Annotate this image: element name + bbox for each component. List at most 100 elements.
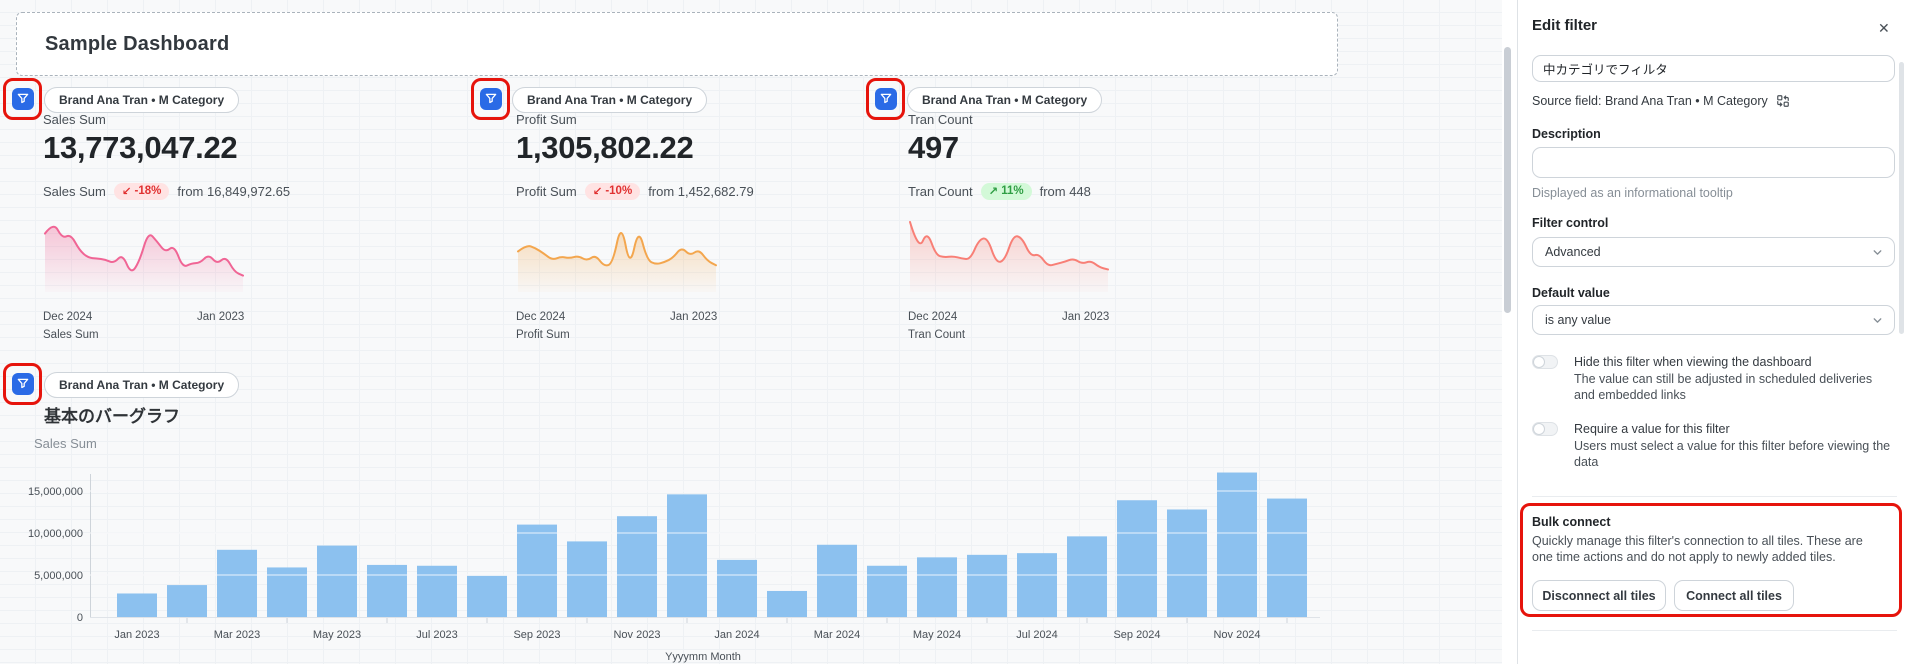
filter-chip[interactable]: Brand Ana Tran • M Category bbox=[512, 87, 708, 113]
filter-control-select[interactable]: Advanced bbox=[1532, 237, 1895, 267]
profit-sparkline-chart bbox=[517, 232, 717, 292]
dashboard-header-tile: Sample Dashboard bbox=[16, 12, 1338, 76]
description-helper: Displayed as an informational tooltip bbox=[1532, 186, 1733, 200]
filter-chip[interactable]: Brand Ana Tran • M Category bbox=[44, 87, 240, 113]
filter-toggle-button[interactable] bbox=[480, 88, 502, 110]
filter-toggle-button[interactable] bbox=[12, 88, 34, 110]
default-value-select[interactable]: is any value bbox=[1532, 305, 1895, 335]
toggle-label: Hide this filter when viewing the dashbo… bbox=[1574, 355, 1812, 369]
annotation-red-box bbox=[866, 78, 905, 120]
kpi-tran-comparison: Tran Count ↗ 11% from 448 bbox=[908, 182, 1091, 200]
trend-down-arrow-icon: ↙ bbox=[592, 186, 603, 198]
kpi-sales-comparison: Sales Sum ↙ -18% from 16,849,972.65 bbox=[43, 182, 290, 200]
dashboard-vertical-scrollbar[interactable] bbox=[1504, 47, 1511, 313]
comparison-label: Profit Sum bbox=[516, 183, 577, 199]
connect-all-tiles-button[interactable]: Connect all tiles bbox=[1674, 580, 1794, 611]
comparison-from: from 1,452,682.79 bbox=[648, 183, 754, 199]
annotation-red-box bbox=[3, 78, 42, 120]
spark-series-label: Tran Count bbox=[908, 329, 966, 341]
divider bbox=[1532, 630, 1897, 631]
kpi-tran-label: Tran Count bbox=[908, 112, 973, 127]
svg-text:10,000,000: 10,000,000 bbox=[28, 528, 83, 540]
panel-vertical-scrollbar[interactable] bbox=[1899, 62, 1904, 334]
filter-name-input[interactable] bbox=[1532, 55, 1895, 82]
filter-control-value: Advanced bbox=[1545, 245, 1601, 259]
svg-text:5,000,000: 5,000,000 bbox=[34, 570, 83, 582]
trend-percent: 11% bbox=[1001, 185, 1024, 197]
filter-chip-label: Brand Ana Tran • M Category bbox=[59, 93, 225, 107]
description-label: Description bbox=[1532, 127, 1601, 141]
comparison-label: Tran Count bbox=[908, 183, 973, 199]
comparison-label: Sales Sum bbox=[43, 183, 106, 199]
funnel-icon bbox=[485, 93, 497, 104]
spark-date-end: Jan 2023 bbox=[197, 311, 245, 323]
svg-text:Jan 2024: Jan 2024 bbox=[714, 629, 759, 641]
svg-text:Jul 2024: Jul 2024 bbox=[1016, 629, 1058, 641]
swap-field-icon[interactable] bbox=[1776, 94, 1790, 108]
bar-chart: 0 5,000,000 10,000,000 15,000,000 Jan 2023 Ma… bbox=[28, 472, 1320, 663]
toggle-knob bbox=[1533, 356, 1545, 368]
trend-percent: -10% bbox=[605, 185, 633, 197]
close-icon[interactable]: ✕ bbox=[1878, 20, 1890, 36]
svg-text:Mar 2024: Mar 2024 bbox=[814, 629, 860, 641]
svg-text:Nov 2024: Nov 2024 bbox=[1213, 629, 1260, 641]
bulk-connect-description: Quickly manage this filter's connection … bbox=[1532, 534, 1863, 564]
filter-chip[interactable]: Brand Ana Tran • M Category bbox=[907, 87, 1103, 113]
filter-chip[interactable]: Brand Ana Tran • M Category bbox=[44, 372, 240, 398]
spark-date-start: Dec 2024 bbox=[516, 311, 566, 323]
svg-text:Sep 2023: Sep 2023 bbox=[513, 629, 560, 641]
svg-text:May 2023: May 2023 bbox=[313, 629, 361, 641]
source-field-text: Source field: Brand Ana Tran • M Categor… bbox=[1532, 94, 1768, 108]
spark-date-start: Dec 2024 bbox=[43, 311, 93, 323]
spark-date-start: Dec 2024 bbox=[908, 311, 958, 323]
comparison-from: from 16,849,972.65 bbox=[177, 183, 291, 199]
comparison-from: from 448 bbox=[1039, 183, 1091, 199]
toggle-description: Users must select a value for this filte… bbox=[1574, 439, 1891, 469]
svg-text:0: 0 bbox=[77, 612, 83, 624]
filter-chipset-tran: Brand Ana Tran • M Category bbox=[866, 78, 1103, 122]
chevron-down-icon bbox=[1873, 249, 1882, 255]
annotation-red-box bbox=[3, 363, 42, 405]
kpi-sales-value: 13,773,047.22 bbox=[43, 130, 238, 165]
filter-toggle-button[interactable] bbox=[875, 88, 897, 110]
trend-percent: -18% bbox=[134, 185, 162, 197]
kpi-sales-label: Sales Sum bbox=[43, 112, 106, 127]
tran-count-sparkline-chart bbox=[909, 221, 1109, 292]
edit-filter-panel: Edit filter ✕ Source field: Brand Ana Tr… bbox=[1517, 0, 1907, 664]
filter-chip-label: Brand Ana Tran • M Category bbox=[527, 93, 693, 107]
funnel-icon bbox=[17, 378, 29, 389]
trend-down-arrow-icon: ↙ bbox=[121, 186, 132, 198]
trend-badge: ↙ -18% bbox=[113, 182, 170, 200]
divider bbox=[1532, 496, 1897, 497]
require-value-toggle-row: Require a value for this filter Users mu… bbox=[1532, 421, 1892, 470]
funnel-icon bbox=[880, 93, 892, 104]
trend-badge: ↙ -10% bbox=[584, 182, 641, 200]
disconnect-all-tiles-button[interactable]: Disconnect all tiles bbox=[1532, 580, 1666, 611]
require-value-toggle[interactable] bbox=[1532, 422, 1558, 436]
default-value-label: Default value bbox=[1532, 286, 1610, 300]
svg-text:15,000,000: 15,000,000 bbox=[28, 486, 83, 498]
dashboard-canvas: Sample Dashboard Brand Ana Tran • M Cate… bbox=[0, 0, 1502, 664]
filter-toggle-button[interactable] bbox=[12, 373, 34, 395]
kpi-tran-value: 497 bbox=[908, 130, 959, 165]
spark-date-end: Jan 2023 bbox=[670, 311, 718, 323]
sales-sparkline-chart bbox=[44, 225, 244, 292]
filter-chipset-sales: Brand Ana Tran • M Category bbox=[3, 78, 240, 122]
toggle-label: Require a value for this filter bbox=[1574, 422, 1730, 436]
description-input[interactable] bbox=[1532, 147, 1895, 178]
svg-text:Jan 2023: Jan 2023 bbox=[114, 629, 159, 641]
bulk-connect-title: Bulk connect bbox=[1532, 515, 1611, 529]
trend-badge: ↗ 11% bbox=[980, 182, 1032, 200]
svg-text:Mar 2023: Mar 2023 bbox=[214, 629, 260, 641]
page-title: Sample Dashboard bbox=[45, 32, 230, 55]
spark-date-end: Jan 2023 bbox=[1062, 311, 1110, 323]
panel-title: Edit filter bbox=[1532, 17, 1598, 34]
spark-series-label: Sales Sum bbox=[43, 329, 99, 341]
annotation-red-box bbox=[471, 78, 510, 120]
hide-filter-toggle-row: Hide this filter when viewing the dashbo… bbox=[1532, 354, 1892, 403]
hide-filter-toggle[interactable] bbox=[1532, 355, 1558, 369]
trend-up-arrow-icon: ↗ bbox=[988, 186, 999, 198]
filter-chipset-profit: Brand Ana Tran • M Category bbox=[471, 78, 708, 122]
kpi-profit-label: Profit Sum bbox=[516, 112, 577, 127]
